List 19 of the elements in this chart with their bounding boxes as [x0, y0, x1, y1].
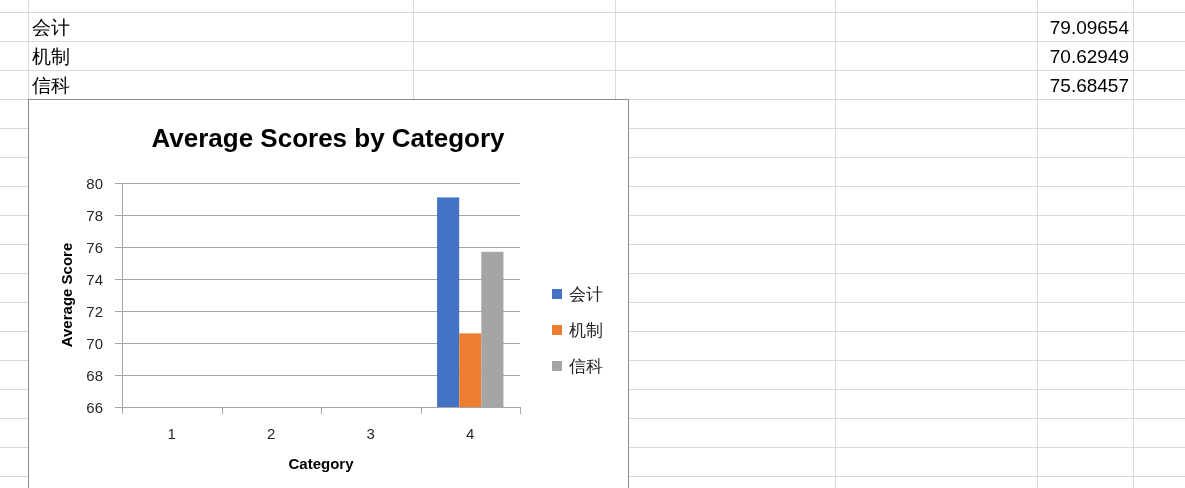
- y-tick-label: 74: [86, 270, 103, 288]
- x-tick-label: 4: [466, 424, 475, 442]
- x-axis-title: Category: [288, 454, 355, 472]
- x-tick-label: 3: [366, 424, 375, 442]
- y-tick-label: 68: [86, 366, 103, 384]
- y-tick-label: 78: [86, 206, 103, 224]
- x-tick-label: 2: [267, 424, 276, 442]
- x-tick-label: 1: [167, 424, 176, 442]
- y-axis-title: Average Score: [57, 242, 75, 348]
- worksheet-cells: 会计 79.09654 机制 70.62949 信科 75.68457: [32, 16, 1129, 96]
- y-tick-label: 80: [86, 174, 103, 192]
- legend-label: 信科: [569, 356, 603, 376]
- legend-label: 机制: [569, 320, 603, 340]
- y-tick-label: 76: [86, 238, 103, 256]
- legend-label: 会计: [569, 284, 603, 304]
- y-tick-label: 70: [86, 334, 103, 352]
- chart-title: Average Scores by Category: [151, 123, 506, 153]
- y-tick-label: 72: [86, 302, 103, 320]
- y-tick-label: 66: [86, 398, 103, 416]
